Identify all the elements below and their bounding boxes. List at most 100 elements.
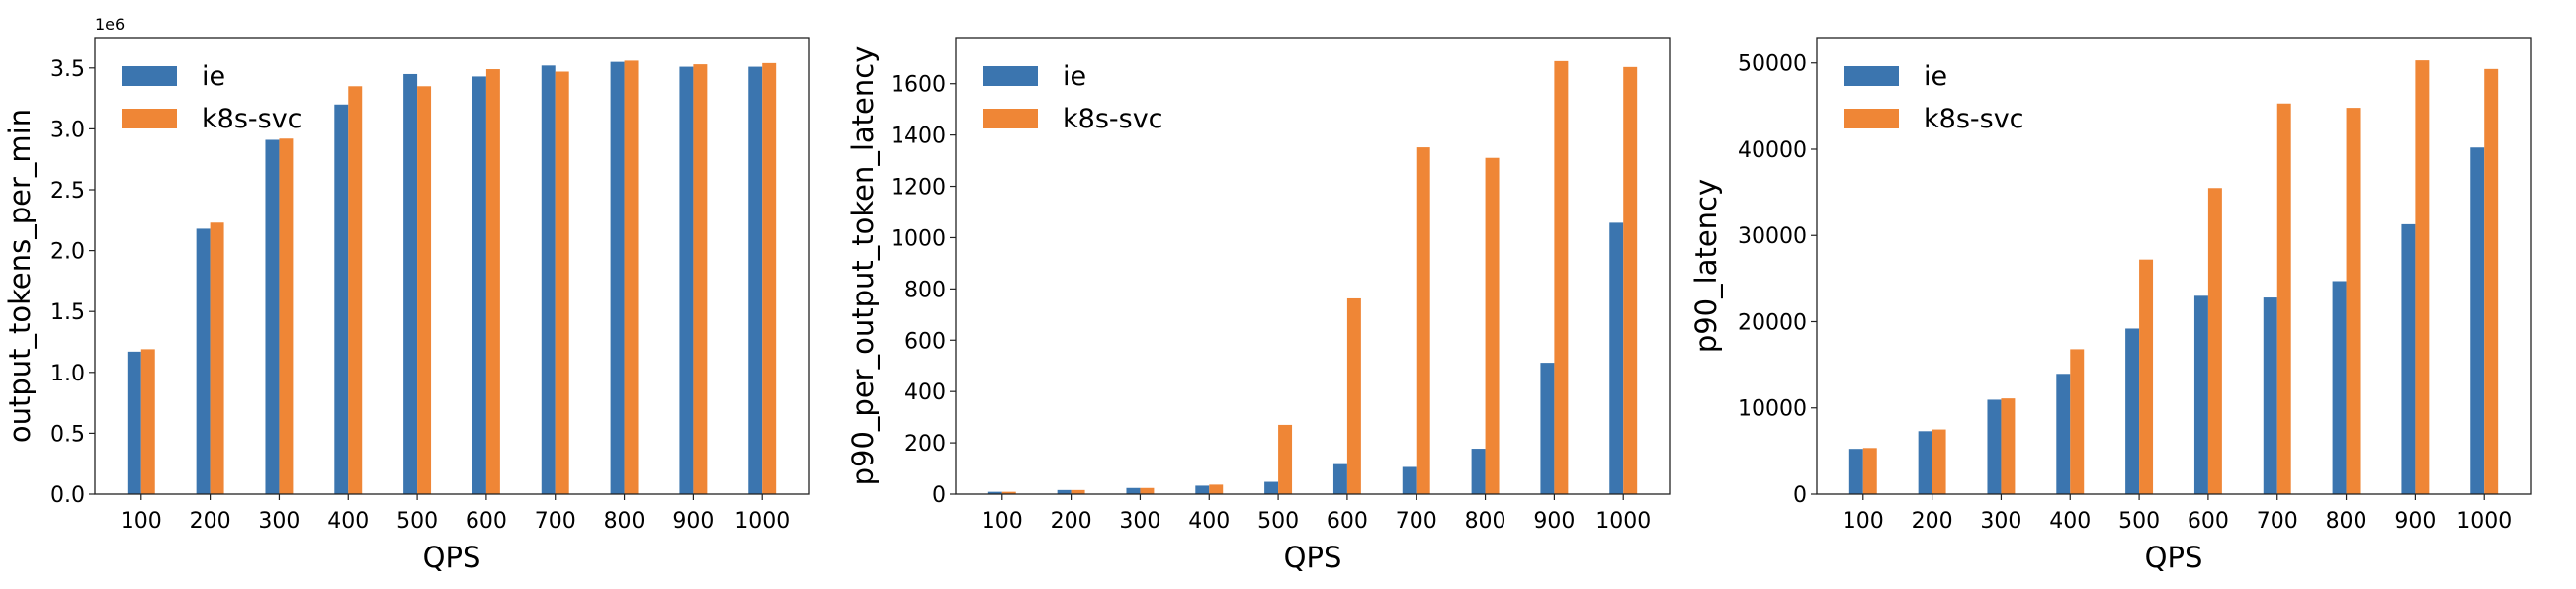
bar-k8s-svc-100 [1001,491,1016,494]
legend-label-ie: ie [202,61,225,92]
y-tick-label: 40000 [1738,138,1807,163]
bar-ie-300 [1126,487,1141,494]
bar-k8s-svc-200 [210,222,224,494]
chart-2: 0 200 400 600 800 1000 1200 1400 1600 100 200 300 40… [846,37,1671,574]
bar-ie-900 [1540,363,1555,494]
bar-k8s-svc-600 [1346,297,1361,494]
y-tick-label: 10000 [1738,397,1807,422]
bar-k8s-svc-400 [2070,349,2085,494]
axes-frame [94,37,810,495]
x-tick-label: 1000 [1595,509,1651,534]
x-tick-label: 600 [1327,509,1368,534]
x-tick-label: 900 [672,509,714,534]
bar-ie-700 [2263,297,2277,494]
chart-3: 0 10000 20000 30000 40000 50000 100 200 300 400 50… [1689,37,2532,574]
y-tick-label: 0 [932,483,946,508]
bar-ie-700 [541,65,556,494]
y-tick-label: 1400 [891,125,946,149]
bar-ie-300 [265,139,280,494]
x-tick-label: 800 [2326,509,2367,534]
bar-ie-1000 [2470,147,2485,494]
legend-swatch-ie [1844,66,1899,86]
bar-ie-200 [196,228,211,494]
y-tick-label: 200 [904,432,946,457]
bar-k8s-svc-400 [348,86,363,494]
bar-ie-500 [1264,481,1279,494]
bar-ie-800 [2332,281,2347,494]
legend-label-k8s-svc: k8s-svc [202,104,302,134]
bar-ie-100 [987,491,1002,494]
bar-k8s-svc-1000 [1623,66,1638,494]
bar-ie-400 [2056,374,2071,494]
x-tick-label: 400 [2049,509,2091,534]
axes-frame [1816,37,2532,495]
bar-ie-600 [2193,295,2208,494]
x-tick-label: 100 [982,509,1023,534]
bar-ie-200 [1057,489,1072,494]
x-tick-label: 800 [1465,509,1506,534]
bar-k8s-svc-700 [1416,147,1430,494]
bar-ie-800 [610,61,625,494]
y-tick-label: 600 [904,329,946,354]
bar-k8s-svc-900 [2415,60,2430,494]
x-tick-label: 200 [190,509,231,534]
y-tick-label: 1.5 [50,300,85,325]
x-tick-label: 300 [1980,509,2021,534]
bar-k8s-svc-300 [279,138,294,495]
bar-k8s-svc-600 [485,69,500,495]
bar-k8s-svc-100 [140,349,155,494]
y-tick-label: 50000 [1738,52,1807,77]
bar-ie-200 [1918,431,1932,494]
y-axis-label: p90_latency [1689,179,1723,353]
bar-ie-1000 [1609,222,1624,494]
bar-k8s-svc-200 [1071,489,1085,494]
bar-k8s-svc-800 [2346,108,2361,495]
x-tick-label: 600 [466,509,507,534]
bar-k8s-svc-900 [1554,60,1569,494]
x-tick-label: 500 [1257,509,1299,534]
y-axis-label: output_tokens_per_min [3,109,37,443]
y-tick-label: 3.5 [50,57,85,82]
x-axis-label: QPS [423,541,481,574]
y-tick-label: 1000 [891,226,946,251]
bar-k8s-svc-700 [555,71,569,494]
legend-label-ie: ie [1924,61,1947,92]
bar-k8s-svc-300 [1140,487,1155,494]
bar-k8s-svc-300 [2001,398,2016,494]
bar-k8s-svc-700 [2276,103,2291,495]
x-tick-label: 200 [1912,509,1953,534]
bar-k8s-svc-500 [1278,424,1293,494]
legend-swatch-k8s-svc [1844,109,1899,128]
bar-k8s-svc-1000 [762,62,777,494]
x-tick-label: 200 [1051,509,1092,534]
y-tick-label: 0.5 [50,422,85,447]
bar-ie-100 [127,351,141,494]
y-tick-label: 400 [904,380,946,405]
x-tick-label: 300 [1119,509,1160,534]
bar-k8s-svc-500 [2139,259,2154,494]
bar-k8s-svc-800 [624,60,639,495]
bar-k8s-svc-1000 [2484,68,2499,495]
chart-1: 0.0 0.5 1.0 1.5 2.0 2.5 3.0 3.5 100 200 300 400 500 6… [3,15,810,574]
bar-k8s-svc-100 [1862,448,1877,494]
legend-swatch-ie [983,66,1038,86]
y-tick-label: 1.0 [50,362,85,386]
bar-k8s-svc-500 [417,86,432,494]
x-tick-label: 300 [258,509,300,534]
bar-ie-1000 [748,66,763,495]
x-tick-label: 900 [1533,509,1575,534]
x-tick-label: 600 [2188,509,2229,534]
bar-ie-800 [1471,449,1486,494]
bar-k8s-svc-900 [693,64,708,494]
y-tick-label: 30000 [1738,224,1807,249]
x-tick-label: 400 [1188,509,1230,534]
legend-swatch-ie [122,66,177,86]
x-tick-label: 700 [535,509,576,534]
y-tick-label: 1600 [891,73,946,98]
axes-frame [955,37,1671,495]
bar-ie-700 [1402,466,1417,494]
y-tick-label: 0.0 [50,483,85,508]
bar-ie-900 [679,66,694,495]
legend-label-ie: ie [1063,61,1086,92]
